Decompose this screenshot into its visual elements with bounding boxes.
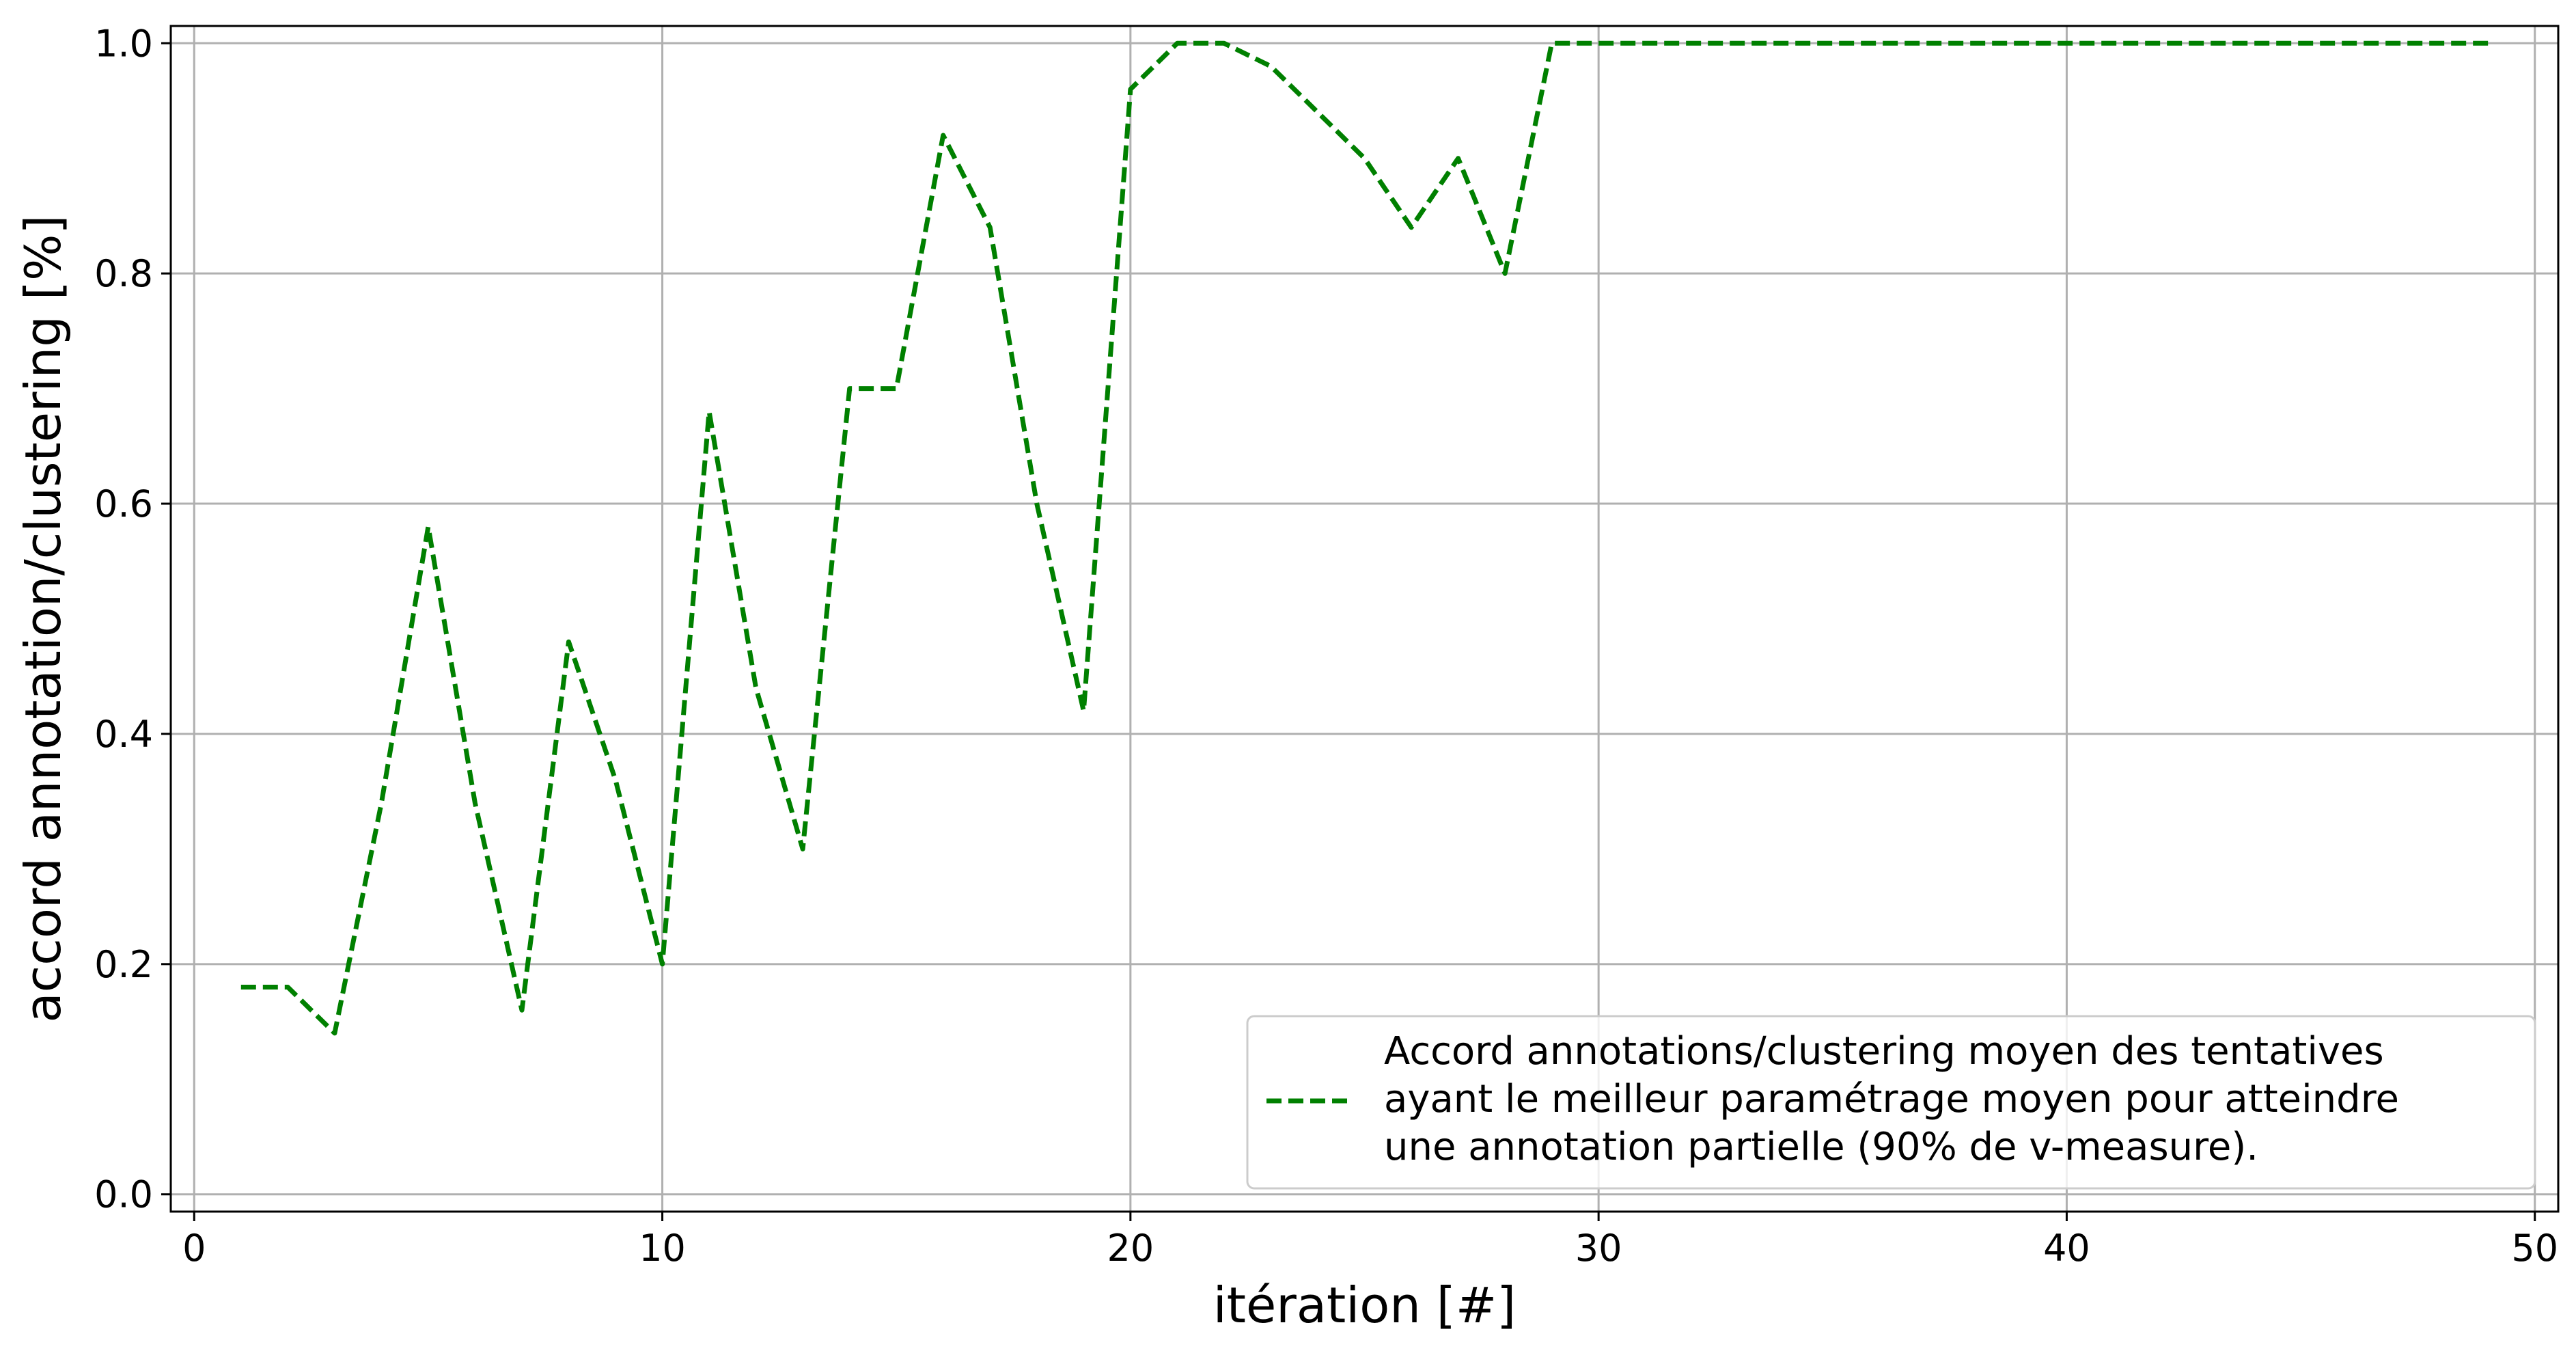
legend-entry-line-3: une annotation partielle (90% de v-measu… bbox=[1384, 1125, 2258, 1169]
series-layer bbox=[240, 40, 2489, 1036]
plot-frame bbox=[169, 25, 2560, 1213]
tick-layer: 0 10 20 30 40 50 0.0 0.2 0.4 0.6 0.8 1.0 bbox=[94, 22, 2558, 1270]
series-line bbox=[240, 40, 2489, 1036]
x-tick-label: 10 bbox=[639, 1227, 686, 1270]
y-axis-label: accord annotation/clustering [%] bbox=[14, 215, 72, 1023]
legend: Accord annotations/clustering moyen des … bbox=[1246, 1015, 2536, 1190]
y-tick-label: 0.6 bbox=[94, 482, 153, 526]
y-tick-label: 0.4 bbox=[94, 713, 153, 756]
legend-box bbox=[1246, 1015, 2536, 1190]
x-tick-label: 0 bbox=[182, 1227, 206, 1270]
x-tick-label: 50 bbox=[2511, 1227, 2558, 1270]
y-tick-label: 0.2 bbox=[94, 943, 153, 986]
x-axis-label: itération [#] bbox=[1213, 1277, 1516, 1334]
legend-entry-line-1: Accord annotations/clustering moyen des … bbox=[1384, 1029, 2384, 1074]
y-tick-label: 0.0 bbox=[94, 1173, 153, 1216]
legend-entry-line-2: ayant le meilleur paramétrage moyen pour… bbox=[1384, 1077, 2399, 1121]
y-tick-label: 1.0 bbox=[94, 22, 153, 65]
x-tick-label: 20 bbox=[1107, 1227, 1154, 1270]
x-tick-label: 30 bbox=[1575, 1227, 1622, 1270]
grid-lines bbox=[171, 26, 2558, 1212]
y-tick-label: 0.8 bbox=[94, 252, 153, 295]
x-tick-label: 40 bbox=[2043, 1227, 2090, 1270]
